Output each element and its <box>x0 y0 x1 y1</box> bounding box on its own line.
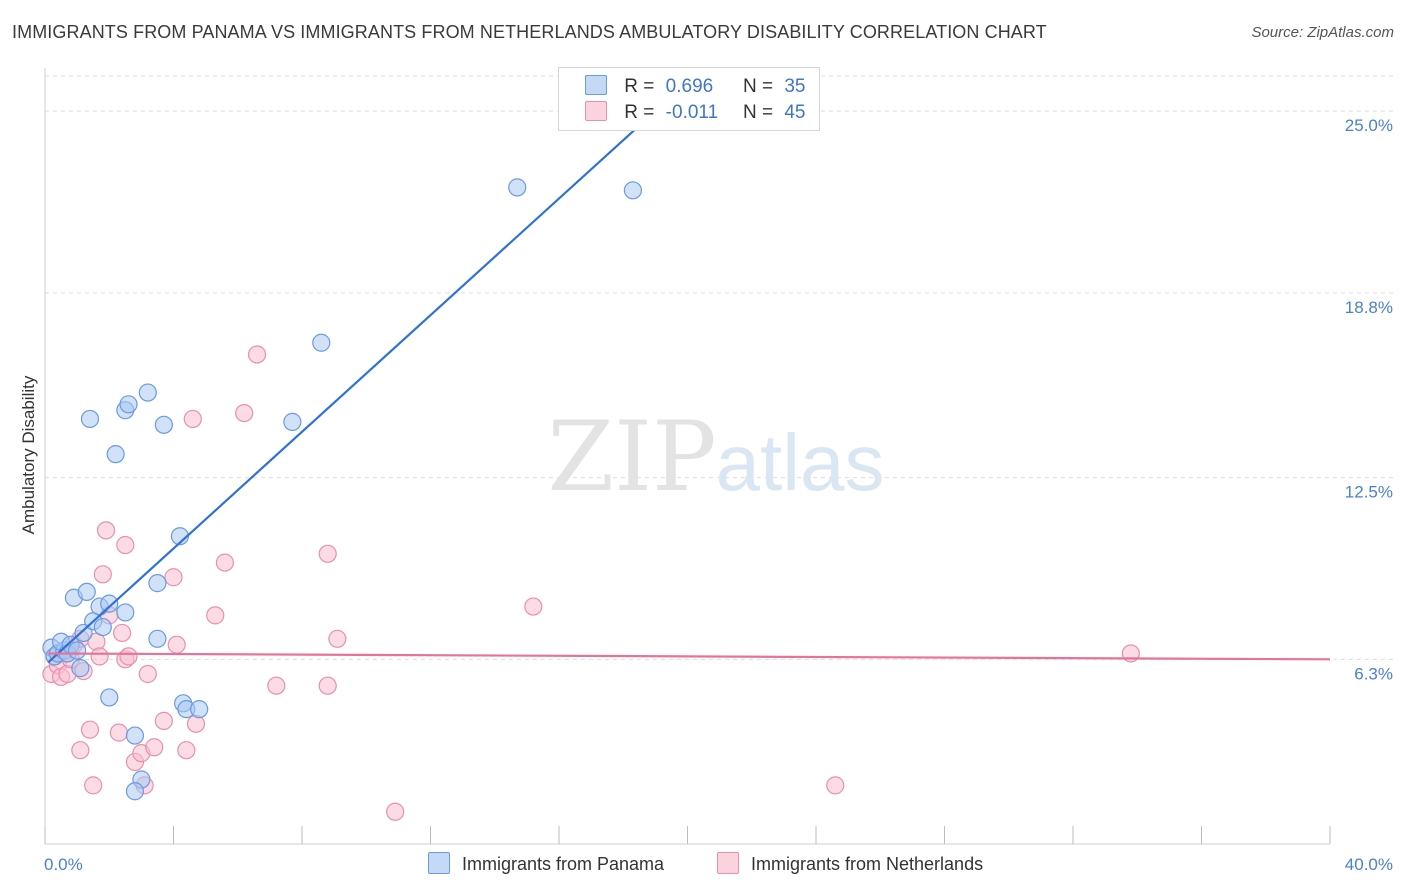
netherlands-point <box>215 553 234 572</box>
legend-n-value: 45 <box>784 102 806 123</box>
legend-row-netherlands: R = -0.011 N = 45 <box>585 101 805 127</box>
legend-n-label: N = <box>742 76 774 97</box>
netherlands-point <box>164 568 183 587</box>
legend-row-panama: R = 0.696 N = 35 <box>585 75 805 101</box>
panama-point <box>138 383 157 402</box>
axes <box>44 68 1331 845</box>
panama-point <box>119 395 138 414</box>
bottom-legend-panama-label: Immigrants from Panama <box>462 854 665 874</box>
panama-point <box>148 629 167 648</box>
netherlands-point <box>177 741 196 760</box>
panama-point <box>71 659 90 678</box>
y-tick-label: 18.8% <box>1345 298 1393 317</box>
netherlands-point <box>247 345 267 364</box>
netherlands-point <box>93 565 112 584</box>
bottom-legend: Immigrants from Panama Immigrants from N… <box>0 852 1406 878</box>
panama-point <box>80 409 100 429</box>
netherlands-point <box>112 623 132 643</box>
panama-points <box>42 178 642 801</box>
trend-lines <box>47 75 1331 664</box>
bottom-legend-netherlands: Immigrants from Netherlands <box>717 852 983 875</box>
panama-point <box>283 412 302 431</box>
netherlands-point <box>84 776 103 795</box>
netherlands-point <box>71 741 90 760</box>
netherlands-point <box>80 720 100 739</box>
panama-point <box>100 594 119 613</box>
y-tick-label: 12.5% <box>1345 483 1393 502</box>
panama-trend-line <box>47 75 695 664</box>
panama-point <box>148 574 167 593</box>
netherlands-point <box>167 635 186 654</box>
source-label: Source: ZipAtlas.com <box>1251 24 1394 41</box>
panama-point <box>68 641 87 660</box>
netherlands-point <box>318 676 337 695</box>
netherlands-point <box>524 597 543 616</box>
legend-n-label: N = <box>742 102 774 123</box>
netherlands-point <box>109 723 128 742</box>
netherlands-point <box>235 403 254 423</box>
panama-point <box>312 333 331 352</box>
legend-r-value: 0.696 <box>665 76 714 97</box>
netherlands-point <box>183 409 202 429</box>
watermark: ZIP atlas <box>547 401 884 513</box>
legend-r-label: R = <box>624 76 655 97</box>
panama-point <box>125 782 145 801</box>
netherlands-point <box>186 714 206 733</box>
panama-swatch <box>428 852 450 874</box>
legend-n-value: 35 <box>784 76 806 97</box>
panama-point <box>100 688 119 707</box>
y-tick-label: 25.0% <box>1345 116 1393 135</box>
netherlands-trend-line <box>48 652 1331 661</box>
bottom-legend-panama: Immigrants from Panama <box>428 852 664 875</box>
watermark-atlas: atlas <box>716 418 885 507</box>
chart-title: IMMIGRANTS FROM PANAMA VS IMMIGRANTS FRO… <box>12 22 1047 42</box>
netherlands-point <box>206 606 225 625</box>
netherlands-point <box>386 802 405 821</box>
y-tick-label: 6.3% <box>1354 664 1393 683</box>
panama-point <box>93 617 112 637</box>
netherlands-point <box>145 738 164 757</box>
netherlands-point <box>119 647 138 666</box>
y-axis-title: Ambulatory Disability <box>19 375 38 534</box>
panama-point <box>77 582 96 602</box>
x-tick-label-min: 0.0% <box>44 855 83 874</box>
panama-point <box>125 726 145 745</box>
panama-point <box>116 603 135 622</box>
panama-point <box>106 445 125 464</box>
y-tick-labels: 6.3% 12.5% 18.8% 25.0% <box>1345 116 1393 683</box>
netherlands-point <box>826 776 845 795</box>
netherlands-point <box>90 647 109 666</box>
x-tick-label-max: 40.0% <box>1345 855 1393 874</box>
netherlands-point <box>116 535 135 555</box>
legend-r-value: -0.011 <box>665 102 719 123</box>
netherlands-swatch <box>717 852 739 874</box>
legend: R = 0.696 N = 35 R = -0.011 N = 45 <box>558 67 820 131</box>
panama-swatch <box>585 75 607 95</box>
netherlands-point <box>96 521 116 540</box>
netherlands-point <box>318 544 337 563</box>
panama-point <box>74 623 93 643</box>
legend-r-label: R = <box>624 102 655 123</box>
netherlands-point <box>328 629 347 648</box>
watermark-zip: ZIP <box>547 401 716 513</box>
netherlands-swatch <box>585 101 607 121</box>
panama-point <box>508 178 527 197</box>
netherlands-point <box>154 711 173 730</box>
panama-point <box>623 181 642 200</box>
netherlands-point <box>267 676 286 695</box>
panama-point <box>154 415 173 434</box>
grid-lines <box>45 75 1393 660</box>
panama-point <box>190 700 209 719</box>
bottom-legend-netherlands-label: Immigrants from Netherlands <box>751 854 984 874</box>
netherlands-point <box>138 664 157 684</box>
